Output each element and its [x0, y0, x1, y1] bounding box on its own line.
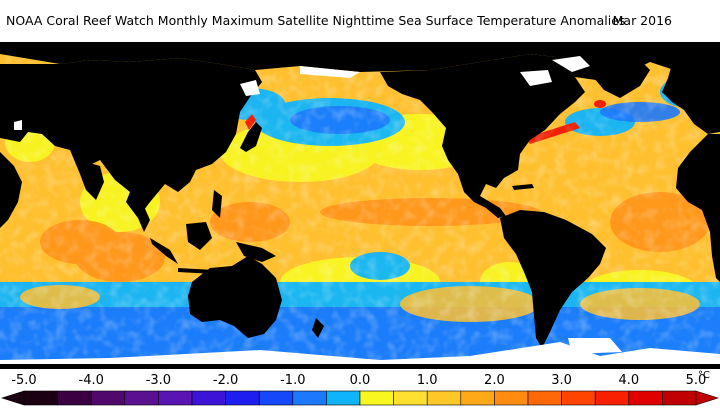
eurasia — [0, 58, 262, 218]
sea-ice — [0, 56, 720, 369]
map-title: NOAA Coral Reef Watch Monthly Maximum Sa… — [6, 13, 626, 28]
new-guinea — [236, 242, 276, 262]
colorbar-bin-10 — [359, 390, 394, 406]
ice-okhotsk — [240, 80, 260, 96]
colorbar-tick-label: -4.0 — [78, 373, 104, 388]
japan — [240, 122, 262, 152]
new-zealand — [312, 318, 324, 338]
antarctica — [0, 364, 720, 369]
colorbar-bin-12 — [426, 390, 462, 406]
colorbar-bin-9 — [326, 390, 361, 406]
colorbar — [1, 390, 719, 406]
colorbar-tick-label: 5.0 — [685, 373, 707, 388]
south-america — [500, 210, 606, 348]
colorbar-tick-label: 4.0 — [618, 373, 640, 388]
ice-arctic-east — [300, 66, 360, 78]
ice-weddell — [568, 338, 622, 354]
ice-hudson — [520, 70, 552, 86]
map-svg — [0, 42, 720, 369]
philippines — [212, 190, 222, 218]
ice-antarctic — [0, 342, 720, 369]
north-america — [380, 54, 585, 218]
ice-caspian — [14, 120, 22, 130]
colorbar-bin-17 — [594, 390, 630, 406]
map-date: Mar 2016 — [612, 13, 672, 28]
sst-anomaly-map — [0, 42, 720, 369]
sumatra — [150, 238, 178, 264]
colorbar-tick-label: 2.0 — [484, 373, 505, 388]
indochina — [126, 192, 150, 232]
colorbar-bin-19 — [662, 390, 697, 406]
india — [70, 150, 104, 200]
colorbar-tick-label: 3.0 — [551, 373, 572, 388]
colorbar-bin-13 — [460, 390, 495, 406]
colorbar-bin-1 — [57, 390, 92, 406]
ice-labrador — [552, 56, 590, 72]
colorbar-tick-label: 1.0 — [416, 373, 438, 388]
colorbar-tick-label: -2.0 — [212, 373, 239, 388]
colorbar-bin-11 — [393, 390, 428, 406]
colorbar-arrow-low — [1, 390, 25, 406]
greenland — [590, 60, 650, 98]
colorbar-legend: -5.0 -4.0 -3.0 -2.0 -1.0 0.0 1.0 2.0 3.0 4.0 5.0 °… — [0, 369, 720, 411]
title-bar: NOAA Coral Reef Watch Monthly Maximum Sa… — [0, 0, 720, 42]
europe-west — [662, 62, 720, 134]
colorbar-tick-label: -1.0 — [280, 373, 306, 388]
colorbar-unit: °C — [698, 370, 710, 381]
colorbar-bin-7 — [258, 390, 294, 406]
australia — [188, 256, 282, 338]
colorbar-bin-2 — [90, 390, 126, 406]
colorbar-bin-15 — [527, 390, 562, 406]
colorbar-tick-label: 0.0 — [349, 373, 371, 388]
colorbar-arrow-high — [695, 390, 719, 406]
colorbar-bin-16 — [561, 390, 596, 406]
colorbar-bin-5 — [191, 390, 226, 406]
africa-east — [0, 152, 22, 228]
colorbar-bin-4 — [158, 390, 193, 406]
borneo — [186, 222, 212, 250]
colorbar-bin-6 — [225, 390, 260, 406]
colorbar-bin-0 — [23, 390, 58, 406]
colorbar-bin-18 — [628, 390, 663, 406]
colorbar-tick-label: -3.0 — [145, 373, 172, 388]
colorbar-tick-label: -5.0 — [11, 373, 37, 388]
colorbar-bin-3 — [124, 390, 159, 406]
cuba — [512, 184, 534, 190]
colorbar-bin-8 — [292, 390, 327, 406]
arctic-land — [0, 42, 720, 82]
africa — [676, 134, 720, 282]
colorbar-bin-14 — [494, 390, 529, 406]
land-masses — [0, 42, 720, 348]
